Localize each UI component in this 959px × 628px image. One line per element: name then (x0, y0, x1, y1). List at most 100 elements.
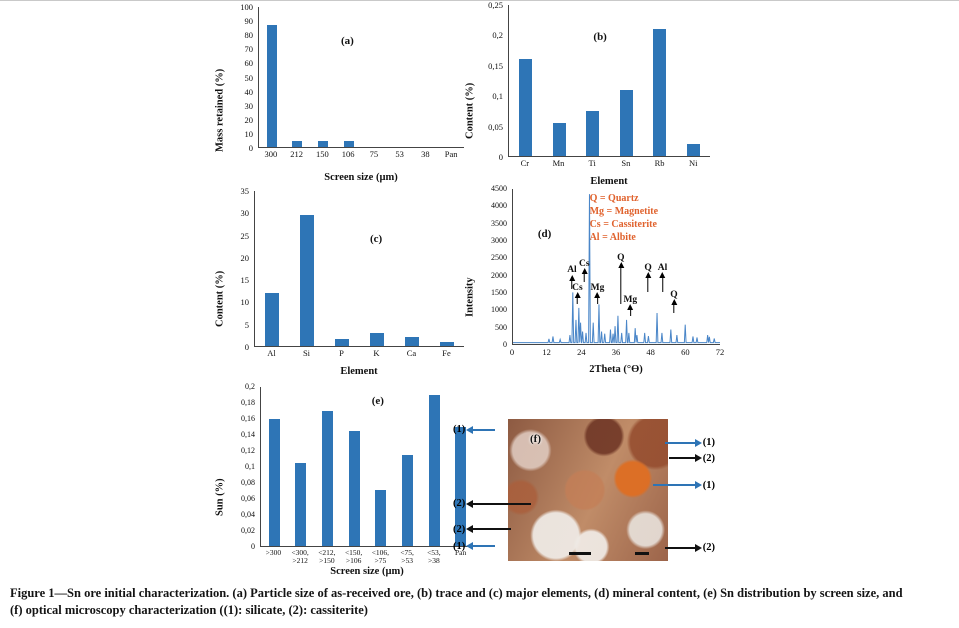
y-tick-label: 0,25 (488, 0, 503, 10)
bar-cell (336, 7, 362, 147)
chart-b-y-axis-label: Content (%) (464, 82, 476, 140)
arrow-head-icon (466, 525, 474, 534)
chart-a-plot-area: (a) (258, 7, 464, 148)
legend-entry: Q = Quartz (589, 193, 639, 205)
y-tick-label: 25 (240, 230, 250, 241)
micrograph-annotation: (2) (452, 498, 532, 509)
chart-d-plot-area: (d) Q = Quartz Mg = Magnetite Cs = Cassite… (512, 189, 720, 345)
peak-annotation-label: Cs (579, 258, 590, 269)
x-tick-label: 48 (646, 347, 655, 357)
chart-c-y-axis: 0 5 10 15 20 25 30 35 (228, 187, 254, 352)
y-tick-label: 0,16 (241, 414, 255, 423)
peak-annotation: Q (617, 252, 625, 305)
x-tick-line-2: >150 (319, 555, 335, 565)
legend-entry: Al = Albite (589, 232, 636, 244)
bar (266, 25, 277, 147)
panel-f-label: (f) (530, 433, 541, 445)
micrograph-annotation: (1) (452, 541, 496, 552)
chart-e-y-axis: 0 0,02 0,04 0,06 0,08 0,1 0,12 0,14 0,16 0,18 0,2 (228, 383, 260, 551)
micrograph-annotation-label: (1) (453, 424, 466, 436)
x-tick-line-1: >300 (265, 548, 282, 557)
y-tick-label: 4500 (491, 184, 507, 193)
panel-f-optical-microscopy: (f) (1) (2) (2) (1) (1) (2) (1) (2) (450, 414, 718, 574)
x-tick-line-2: >53 (401, 555, 413, 565)
arrow-line (473, 428, 496, 431)
x-tick-line-1: <106, (371, 548, 390, 557)
micrograph-annotation: (1) (452, 424, 496, 436)
x-tick-label: P (339, 348, 344, 358)
peak-annotation-label: Q (617, 252, 625, 263)
peak-annotation: Q (644, 263, 652, 293)
peak-annotation: Al (658, 263, 667, 293)
y-tick-label: 50 (244, 72, 254, 83)
x-tick-label: <212, >150 (314, 549, 341, 565)
x-tick-label: Cr (520, 158, 530, 168)
peak-annotation-label: Q (670, 289, 678, 300)
y-tick-label: 10 (244, 128, 254, 139)
x-tick-label: <300, >212 (287, 549, 314, 565)
chart-e-x-axis-label: Screen size (µm) (330, 566, 404, 577)
bar-cell (387, 7, 413, 147)
y-tick-label: 15 (240, 275, 250, 286)
chart-e-sn-distribution: Sun (%) 0 0,02 0,04 0,06 0,08 0,1 0,12 0,14 0,16… (212, 383, 474, 577)
y-tick-label: 70 (244, 44, 254, 55)
bar-cell (325, 191, 360, 346)
bar-cell (261, 387, 288, 546)
bar (401, 454, 413, 546)
x-tick-line-2: >212 (292, 555, 308, 565)
bar-cell (421, 387, 448, 546)
bar (619, 89, 633, 156)
bar (369, 332, 384, 346)
x-tick-line-1: <75, (400, 548, 414, 557)
bar (439, 341, 454, 346)
peak-annotation: Al (567, 266, 577, 289)
bar-cell (438, 7, 464, 147)
chart-b-panel-label: (b) (593, 30, 607, 43)
bar-cell (394, 191, 429, 346)
arrow-line (473, 528, 512, 531)
x-tick-label: Ti (588, 158, 596, 168)
y-tick-label: 0,1 (492, 91, 503, 102)
x-tick-label: 212 (290, 149, 303, 159)
arrow-line (473, 502, 532, 505)
x-tick-label: 24 (577, 347, 586, 357)
x-tick-label: Pan (447, 549, 474, 562)
bar-cell (543, 5, 577, 156)
y-tick-label: 10 (240, 297, 250, 308)
y-tick-label: 0,04 (241, 510, 255, 519)
bar (292, 141, 303, 147)
peak-annotation-label: Al (567, 265, 577, 276)
x-tick-label: 150 (316, 149, 329, 159)
peak-annotation: Cs (572, 283, 583, 305)
y-tick-label: 1000 (491, 305, 507, 315)
x-tick-label: 300 (264, 149, 278, 159)
y-tick-label: 30 (244, 100, 254, 111)
chart-d-x-axis-label: 2Theta (°Ɵ) (589, 364, 643, 375)
bar (343, 141, 354, 147)
bar (375, 490, 387, 546)
x-tick-line-2: >75 (374, 555, 387, 565)
y-tick-label: 60 (244, 58, 254, 69)
arrow-head-icon (694, 481, 702, 490)
figure-caption-line-1: Figure 1—Sn ore initial characterization… (10, 586, 903, 600)
y-tick-label: 0,18 (241, 398, 255, 407)
arrow-head-icon (694, 438, 702, 447)
y-tick-label: 0,02 (241, 526, 255, 535)
y-tick-label: 0 (248, 143, 253, 153)
chart-a-panel-label: (a) (341, 35, 354, 47)
x-tick-label: <150, >106 (340, 549, 367, 565)
bar-cell (285, 7, 311, 147)
y-tick-label: 3500 (491, 218, 507, 228)
up-arrow-icon (583, 270, 585, 282)
peak-annotation: Q (670, 289, 678, 313)
chart-b-plot-area: (b) (508, 5, 710, 157)
micrograph-image: (f) (508, 419, 668, 561)
bar-cell (447, 387, 474, 546)
bar (653, 29, 667, 156)
up-arrow-icon (647, 274, 649, 293)
chart-a-particle-size: Mass retained (%) 0 10 20 30 40 50 60 70 80 90 100… (212, 3, 464, 183)
up-arrow-icon (673, 301, 675, 313)
y-tick-label: 0,06 (241, 494, 255, 503)
x-tick-line-2: >106 (345, 555, 362, 565)
bar (455, 426, 467, 546)
